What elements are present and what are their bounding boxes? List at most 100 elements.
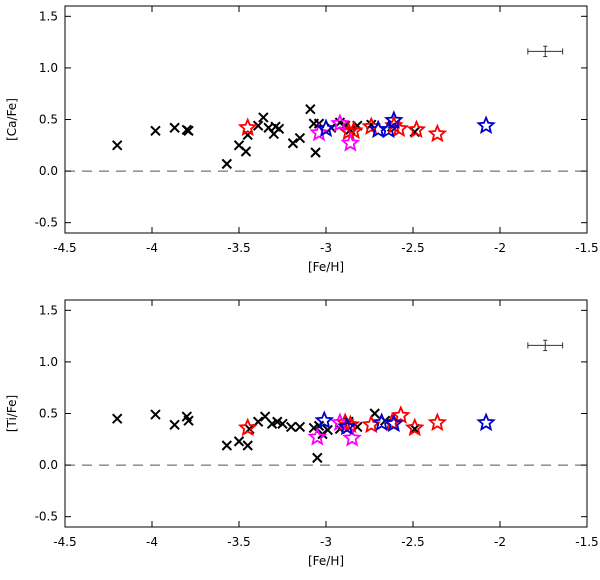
y-tick-label: -0.5 bbox=[35, 216, 58, 230]
cross-stroke bbox=[322, 424, 333, 436]
y-tick-label: 0.0 bbox=[39, 458, 58, 472]
data-point-star bbox=[384, 413, 404, 433]
data-point-cross bbox=[287, 138, 299, 149]
cross-stroke bbox=[294, 132, 306, 144]
y-tick-label: 0.5 bbox=[39, 113, 58, 127]
series-blue-stars bbox=[316, 110, 496, 139]
data-point-cross bbox=[221, 158, 233, 170]
cross-stroke bbox=[181, 411, 193, 422]
cross-stroke bbox=[277, 418, 288, 430]
data-point-cross bbox=[252, 120, 264, 131]
data-point-star bbox=[237, 117, 258, 137]
cross-stroke bbox=[273, 123, 285, 134]
data-point-star bbox=[476, 115, 496, 135]
data-point-star bbox=[404, 417, 425, 437]
data-point-star bbox=[371, 412, 392, 432]
cross-stroke bbox=[242, 129, 253, 141]
cross-stroke bbox=[183, 415, 194, 426]
data-point-cross bbox=[242, 440, 253, 451]
cross-stroke bbox=[272, 416, 283, 427]
cross-stroke bbox=[233, 140, 245, 151]
x-tick-label: -3 bbox=[320, 241, 332, 255]
data-point-cross bbox=[312, 452, 323, 464]
data-point-cross bbox=[183, 415, 194, 426]
y-tick-label: 1.0 bbox=[39, 355, 58, 369]
cross-stroke bbox=[310, 147, 321, 158]
data-point-cross bbox=[150, 409, 161, 420]
y-tick-label: 0.5 bbox=[39, 407, 58, 421]
x-tick-label: -3.5 bbox=[227, 241, 250, 255]
data-point-star bbox=[389, 118, 409, 138]
panel-ti: -4.5 -4 -3.5 -3 -2.5 -2 -1.5 -0.5 0.0 0.5 1.0 1.5 [F… bbox=[5, 299, 599, 568]
cross-stroke bbox=[294, 421, 306, 433]
data-point-cross bbox=[322, 424, 333, 436]
data-point-star bbox=[237, 417, 258, 437]
x-tick-label: -3.5 bbox=[227, 535, 250, 549]
cross-stroke bbox=[259, 411, 271, 422]
cross-stroke bbox=[150, 409, 161, 420]
data-point-cross bbox=[285, 421, 297, 433]
cross-stroke bbox=[111, 413, 123, 424]
cross-stroke bbox=[240, 146, 252, 157]
data-point-star bbox=[307, 426, 328, 446]
data-point-cross bbox=[294, 132, 306, 144]
data-point-cross bbox=[277, 418, 288, 430]
x-tick-label: -3 bbox=[320, 535, 332, 549]
cross-stroke bbox=[258, 112, 269, 123]
cross-stroke bbox=[285, 421, 297, 433]
x-tick-label: -1.5 bbox=[575, 241, 598, 255]
y-tick-label: 1.5 bbox=[39, 9, 58, 23]
data-point-star bbox=[427, 123, 448, 143]
data-point-cross bbox=[111, 140, 123, 151]
plot-frame-ti bbox=[64, 299, 588, 528]
data-point-cross bbox=[240, 146, 252, 157]
error-bar bbox=[527, 45, 564, 58]
cross-stroke bbox=[150, 125, 161, 137]
cross-stroke bbox=[312, 452, 323, 464]
data-point-cross bbox=[150, 125, 161, 137]
data-point-cross bbox=[221, 440, 233, 451]
y-tick-label: 1.5 bbox=[39, 303, 58, 317]
x-axis-label: [Fe/H] bbox=[308, 260, 344, 274]
cross-stroke bbox=[183, 125, 194, 137]
cross-stroke bbox=[169, 122, 180, 133]
cross-stroke bbox=[169, 419, 180, 431]
panel-ca: -4.5 -4 -3.5 -3 -2.5 -2 -1.5 -0.5 0.0 0.5 1.0 1.5 [F… bbox=[5, 5, 599, 274]
cross-stroke bbox=[221, 158, 233, 170]
cross-stroke bbox=[345, 124, 356, 136]
data-point-star bbox=[384, 110, 404, 129]
data-point-star bbox=[342, 427, 362, 447]
x-tick-label: -2 bbox=[494, 241, 506, 255]
data-point-cross bbox=[169, 122, 180, 133]
cross-stroke bbox=[111, 140, 123, 151]
data-point-cross bbox=[409, 423, 420, 435]
data-point-star bbox=[427, 412, 448, 432]
data-point-cross bbox=[242, 129, 253, 141]
y-axis-label: [Ti/Fe] bbox=[5, 395, 19, 432]
x-tick-label: -4 bbox=[146, 535, 158, 549]
data-point-star bbox=[314, 410, 335, 430]
data-point-star bbox=[340, 132, 361, 152]
cross-stroke bbox=[305, 103, 316, 115]
cross-stroke bbox=[287, 138, 299, 149]
cross-stroke bbox=[270, 121, 281, 132]
data-point-cross bbox=[294, 421, 306, 433]
data-point-cross bbox=[111, 413, 123, 424]
series-blue-stars bbox=[314, 410, 496, 436]
data-point-star bbox=[309, 122, 329, 142]
cross-stroke bbox=[221, 440, 233, 451]
x-tick-label: -4.5 bbox=[53, 241, 76, 255]
data-point-star bbox=[343, 120, 364, 140]
data-point-cross bbox=[273, 123, 285, 134]
data-point-cross bbox=[305, 103, 316, 115]
x-tick-label: -4.5 bbox=[53, 535, 76, 549]
data-point-star bbox=[316, 118, 336, 138]
x-axis-label: [Fe/H] bbox=[308, 554, 344, 568]
y-tick-label: -0.5 bbox=[35, 510, 58, 524]
cross-stroke bbox=[242, 440, 253, 451]
cross-stroke bbox=[252, 120, 264, 131]
cross-stroke bbox=[263, 122, 274, 133]
data-point-star bbox=[330, 113, 350, 132]
data-point-star bbox=[378, 119, 399, 139]
